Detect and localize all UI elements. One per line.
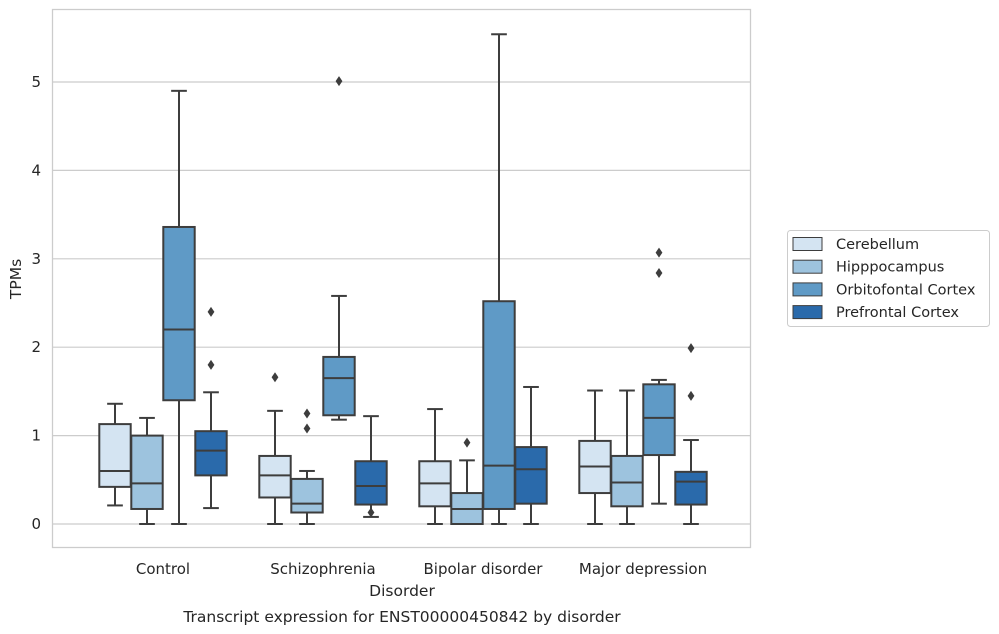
y-tick-label: 0: [31, 515, 41, 533]
outlier-marker: [271, 372, 279, 383]
legend-swatch: [792, 237, 823, 251]
legend-frame: [787, 230, 990, 327]
box: [130, 434, 164, 510]
outlier-marker: [303, 423, 311, 434]
box-group: [130, 416, 164, 525]
box: [290, 477, 324, 514]
box-group: [290, 408, 324, 525]
outlier-marker: [655, 247, 663, 258]
legend-label: Prefrontal Cortex: [836, 305, 959, 321]
box: [642, 383, 676, 457]
box: [482, 300, 516, 510]
legend-label: Cerebellum: [836, 237, 919, 253]
y-tick-label: 2: [31, 338, 41, 356]
legend-swatch: [792, 282, 823, 297]
plot-area-frame: [51, 8, 752, 549]
outlier-marker: [335, 76, 343, 87]
y-tick-label: 1: [31, 427, 41, 445]
box-group: [162, 89, 196, 525]
box-group: [482, 33, 516, 525]
box-group: [674, 343, 708, 525]
outlier-marker: [687, 343, 695, 354]
outlier-marker: [687, 390, 695, 401]
legend-swatch: [792, 305, 823, 320]
x-tick-label: Major depression: [579, 560, 707, 578]
chart-caption: Transcript expression for ENST0000045084…: [182, 608, 621, 626]
x-axis-label: Disorder: [369, 582, 435, 600]
legend-label: Hipppocampus: [836, 260, 944, 276]
box-group: [322, 76, 356, 421]
box-group: [194, 306, 228, 510]
y-tick-label: 4: [31, 161, 41, 179]
box: [194, 430, 228, 477]
box: [162, 225, 196, 402]
box-group: [514, 385, 548, 525]
box-group: [610, 389, 644, 525]
outlier-marker: [463, 437, 471, 448]
legend-swatch: [792, 259, 823, 274]
y-axis-label: TPMs: [7, 259, 25, 300]
box-group: [450, 437, 484, 525]
x-tick-label: Control: [136, 560, 190, 578]
legend: Cerebellum Hipppocampus Orbitofontal Corte…: [787, 230, 990, 327]
box: [514, 446, 548, 505]
outlier-marker: [207, 306, 215, 317]
x-tick-label: Schizophrenia: [270, 560, 375, 578]
box: [354, 460, 388, 506]
box-group: [258, 372, 292, 525]
x-axis-ticks: Control Schizophrenia Bipolar disorder Majo…: [136, 560, 707, 578]
y-tick-label: 5: [31, 73, 41, 91]
box-group: [642, 247, 676, 505]
box-group: [418, 408, 452, 525]
outlier-marker: [367, 507, 375, 518]
outlier-marker: [207, 359, 215, 370]
y-tick-label: 3: [31, 250, 41, 268]
legend-label: Orbitofontal Cortex: [836, 282, 976, 298]
box-series: [98, 33, 708, 525]
box: [610, 454, 644, 508]
box: [98, 423, 132, 488]
box-group: [98, 402, 132, 507]
box: [674, 470, 708, 506]
x-tick-label: Bipolar disorder: [424, 560, 544, 578]
box: [322, 355, 356, 417]
outlier-marker: [655, 267, 663, 278]
box-group: [354, 415, 388, 518]
box: [258, 454, 292, 499]
y-axis-ticks: 0 1 2 3 4 5: [31, 73, 41, 533]
box-group: [578, 389, 612, 525]
outlier-marker: [303, 408, 311, 419]
